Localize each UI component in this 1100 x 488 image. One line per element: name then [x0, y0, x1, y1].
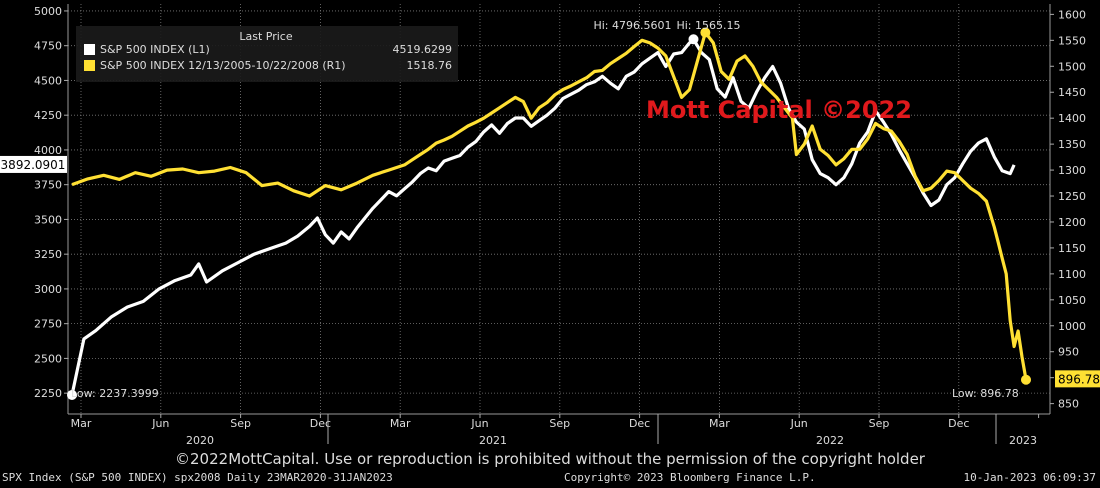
legend-series-name: S&P 500 INDEX 12/13/2005-10/22/2008 (R1): [100, 59, 346, 72]
left-tick-label: 4500: [34, 74, 62, 87]
high-marker-spx2008: [700, 27, 711, 38]
x-axis: Mar Jun Sep Dec Mar Jun Sep Dec Mar Jun Sep Dec 2020…: [71, 414, 1040, 447]
footer-left: SPX Index (S&P 500 INDEX) spx2008 Daily …: [2, 471, 393, 484]
low-label-spx2008: Low: 896.78: [952, 387, 1019, 400]
current-badge-right: [1055, 370, 1100, 388]
left-tick-label: 2500: [34, 352, 62, 365]
watermark-text: Mott Capital ©2022: [646, 96, 912, 124]
legend-title: Last Price: [239, 30, 292, 43]
x-year-label: 2021: [479, 434, 507, 447]
legend: Last Price S&P 500 INDEX (L1) 4519.6299 S&P…: [76, 26, 458, 82]
x-tick-label: Sep: [549, 417, 570, 430]
current-badge-left: [0, 155, 67, 173]
copyright-notice: ©2022MottCapital. Use or reproduction is…: [175, 450, 925, 468]
right-tick-label: 1250: [1058, 190, 1086, 203]
right-tick-label: 1000: [1058, 320, 1086, 333]
x-tick-label: Mar: [709, 417, 730, 430]
right-tick-label: 1150: [1058, 242, 1086, 255]
left-tick-label: 3250: [34, 248, 62, 261]
left-tick-label: 3000: [34, 283, 62, 296]
right-tick-label: 1400: [1058, 112, 1086, 125]
series-line-spx: [70, 37, 1016, 396]
current-badge-left-label: 3892.0901: [1, 158, 66, 172]
grid-lines: [67, 4, 1051, 415]
left-tick-label: 2750: [34, 318, 62, 331]
legend-series-name: S&P 500 INDEX (L1): [100, 43, 210, 56]
high-label-spx: Hi: 4796.5601: [593, 19, 671, 32]
footer-center: Copyright© 2023 Bloomberg Finance L.P.: [564, 471, 816, 484]
left-tick-label: 3500: [34, 213, 62, 226]
legend-swatch: [84, 60, 95, 71]
legend-series-value: 4519.6299: [393, 43, 453, 56]
left-tick-label: 4000: [34, 144, 62, 157]
high-marker-spx: [688, 34, 699, 45]
left-tick-label: 4250: [34, 109, 62, 122]
low-marker-spx: [67, 389, 77, 400]
footer-right: 10-Jan-2023 06:09:37: [963, 471, 1096, 484]
annotations: Hi: 4796.5601 Hi: 1565.15 Low: 2237.3999 Lo…: [0, 19, 1100, 400]
right-tick-label: 1550: [1058, 34, 1086, 47]
right-tick-label: 1350: [1058, 138, 1086, 151]
current-badge-right-label: 896.78: [1058, 372, 1100, 386]
x-year-label: 2020: [186, 434, 214, 447]
x-tick-label: Jun: [470, 417, 488, 430]
high-label-spx2008: Hi: 1565.15: [676, 19, 740, 32]
right-tick-label: 1100: [1058, 268, 1086, 281]
right-tick-label: 850: [1058, 398, 1079, 411]
right-tick-label: 950: [1058, 346, 1079, 359]
x-tick-label: Jun: [790, 417, 808, 430]
x-tick-label: Dec: [629, 417, 650, 430]
right-tick-label: 1450: [1058, 86, 1086, 99]
right-tick-label: 1300: [1058, 164, 1086, 177]
series-layer: [70, 30, 1028, 396]
x-tick-label: Mar: [71, 417, 92, 430]
right-axis: 1600 1550 1500 1450 1400 1350 1300 1250 1200 1150…: [1050, 8, 1086, 411]
x-tick-label: Sep: [869, 417, 890, 430]
low-marker-spx2008: [1021, 374, 1031, 385]
right-tick-label: 1600: [1058, 8, 1086, 21]
left-tick-label: 2250: [34, 387, 62, 400]
left-tick-label: 4750: [34, 40, 62, 53]
left-tick-label: 3750: [34, 179, 62, 192]
left-tick-label: 5000: [34, 5, 62, 18]
x-tick-label: Sep: [230, 417, 251, 430]
x-tick-label: Mar: [390, 417, 411, 430]
x-tick-label: Dec: [948, 417, 969, 430]
x-year-label: 2022: [816, 434, 844, 447]
legend-swatch: [84, 44, 95, 55]
right-tick-label: 1500: [1058, 60, 1086, 73]
series-line-spx2008: [71, 30, 1028, 380]
legend-box: [76, 26, 458, 82]
low-label-spx: Low: 2237.3999: [71, 387, 159, 400]
right-tick-label: 1050: [1058, 294, 1086, 307]
right-tick-label: 1200: [1058, 216, 1086, 229]
x-tick-label: Dec: [310, 417, 331, 430]
x-year-label: 2023: [1009, 434, 1037, 447]
legend-series-value: 1518.76: [407, 59, 453, 72]
chart-canvas: 5000 4750 4500 4250 4000 3750 3500 3250 3000 2750…: [0, 4, 1100, 447]
left-axis: 5000 4750 4500 4250 4000 3750 3500 3250 3000 2750…: [34, 5, 68, 400]
x-tick-label: Jun: [151, 417, 169, 430]
